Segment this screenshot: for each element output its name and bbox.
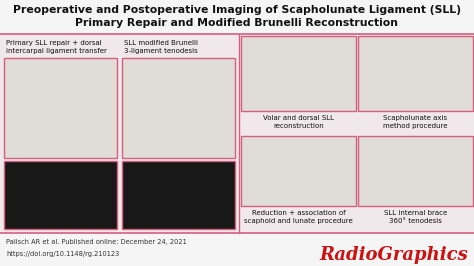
Text: SLL modified Brunelli
3-ligament tenodesis: SLL modified Brunelli 3-ligament tenodes… <box>124 40 198 54</box>
Bar <box>122 161 235 229</box>
Bar <box>122 58 235 158</box>
Bar <box>241 136 356 206</box>
Text: SLL internal brace
360° tenodesis: SLL internal brace 360° tenodesis <box>384 210 447 224</box>
Text: Reduction + association of
scaphoid and lunate procedure: Reduction + association of scaphoid and … <box>244 210 353 224</box>
Text: Scapholunate axis
method procedure: Scapholunate axis method procedure <box>383 115 448 129</box>
Bar <box>0 233 474 266</box>
Bar <box>4 161 117 229</box>
Text: https://doi.org/10.1148/rg.210123: https://doi.org/10.1148/rg.210123 <box>6 251 119 257</box>
Bar <box>0 0 474 34</box>
Bar <box>241 36 356 111</box>
Text: Preoperative and Postoperative Imaging of Scapholunate Ligament (SLL): Preoperative and Postoperative Imaging o… <box>13 5 461 15</box>
Text: RadioGraphics: RadioGraphics <box>319 246 468 264</box>
Bar <box>0 34 474 233</box>
Bar <box>358 136 473 206</box>
Text: Volar and dorsal SLL
reconstruction: Volar and dorsal SLL reconstruction <box>263 115 334 129</box>
Text: Palisch AR et al. Published online: December 24, 2021: Palisch AR et al. Published online: Dece… <box>6 239 187 245</box>
Text: Primary Repair and Modified Brunelli Reconstruction: Primary Repair and Modified Brunelli Rec… <box>75 18 399 28</box>
Bar <box>4 58 117 158</box>
Bar <box>358 36 473 111</box>
Text: Primary SLL repair + dorsal
intercarpal ligament transfer: Primary SLL repair + dorsal intercarpal … <box>6 40 107 54</box>
